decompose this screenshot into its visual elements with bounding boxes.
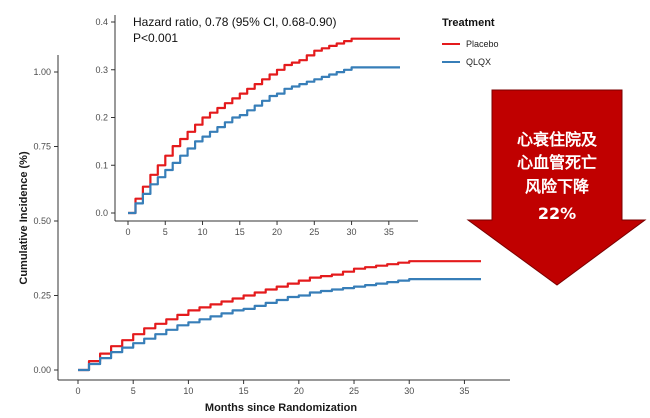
inset-series (128, 37, 400, 215)
main-y-tick-label: 0.25 (33, 291, 51, 301)
callout-line-2: 心血管死亡 (517, 153, 597, 172)
main-x-ticks: 0 5 10 15 20 25 30 35 (75, 380, 469, 396)
callout-line-3: 风险下降 (525, 177, 590, 196)
main-x-tick-label: 30 (404, 386, 414, 396)
inset-x-tick-label: 15 (235, 227, 245, 237)
main-plot: 0.000.250.500.751.00 0 5 10 15 20 25 30 35 Mont… (18, 55, 510, 414)
inset-y-ticks: 0.0 0.1 0.2 0.3 0.4 (95, 17, 115, 218)
risk-reduction-callout: 心衰住院及 心血管死亡 风险下降 22% (466, 89, 647, 286)
main-x-tick-label: 35 (459, 386, 469, 396)
main-x-tick-label: 25 (349, 386, 359, 396)
legend: Treatment Placebo QLQX (442, 17, 499, 67)
inset-y-tick-label: 0.3 (95, 65, 108, 75)
main-series (78, 260, 481, 372)
callout-line-1: 心衰住院及 (517, 130, 598, 149)
inset-background (60, 8, 520, 236)
inset-plot: 0.0 0.1 0.2 0.3 0.4 0 5 10 15 20 25 30 35 Hazard ra… (60, 8, 520, 237)
inset-series-placebo (128, 37, 400, 215)
inset-y-tick-label: 0.1 (95, 160, 108, 170)
main-series-placebo (78, 260, 481, 372)
callout-arrow-shape (466, 89, 647, 286)
inset-y-tick-label: 0.2 (95, 113, 108, 123)
inset-series-qlqx (128, 66, 400, 215)
main-y-ticks: 0.00 0.25 0.50 0.75 1.00 (33, 67, 58, 375)
inset-x-tick-label: 0 (125, 227, 130, 237)
main-y-tick-label: 1.00 (33, 67, 51, 77)
legend-label-placebo: Placebo (466, 39, 499, 49)
main-y-tick-label: 0.50 (33, 216, 51, 226)
inset-y-tick-label: 0.0 (95, 208, 108, 218)
legend-label-qlqx: QLQX (466, 57, 491, 67)
inset-x-ticks: 0 5 10 15 20 25 30 35 (125, 221, 394, 237)
inset-x-tick-label: 30 (347, 227, 357, 237)
inset-x-tick-label: 20 (272, 227, 282, 237)
main-series-qlqx (78, 278, 481, 372)
main-x-axis-title: Months since Randomization (205, 402, 357, 414)
legend-title: Treatment (442, 17, 495, 29)
main-x-tick-label: 0 (75, 386, 80, 396)
main-y-tick-label: 0.00 (33, 365, 51, 375)
main-x-tick-label: 15 (239, 386, 249, 396)
inset-x-tick-label: 35 (384, 227, 394, 237)
main-y-tick-label: 0.75 (33, 142, 51, 152)
main-y-axis-title: Cumulative Incidence (%) (18, 151, 30, 285)
p-value-annotation: P<0.001 (133, 31, 178, 45)
inset-x-tick-label: 25 (309, 227, 319, 237)
hazard-ratio-annotation: Hazard ratio, 0.78 (95% CI, 0.68-0.90) (133, 15, 336, 29)
callout-line-4: 22% (538, 204, 576, 223)
main-x-tick-label: 20 (294, 386, 304, 396)
inset-y-tick-label: 0.4 (95, 17, 108, 27)
main-x-tick-label: 10 (183, 386, 193, 396)
inset-x-tick-label: 10 (198, 227, 208, 237)
main-x-tick-label: 5 (131, 386, 136, 396)
inset-x-tick-label: 5 (163, 227, 168, 237)
